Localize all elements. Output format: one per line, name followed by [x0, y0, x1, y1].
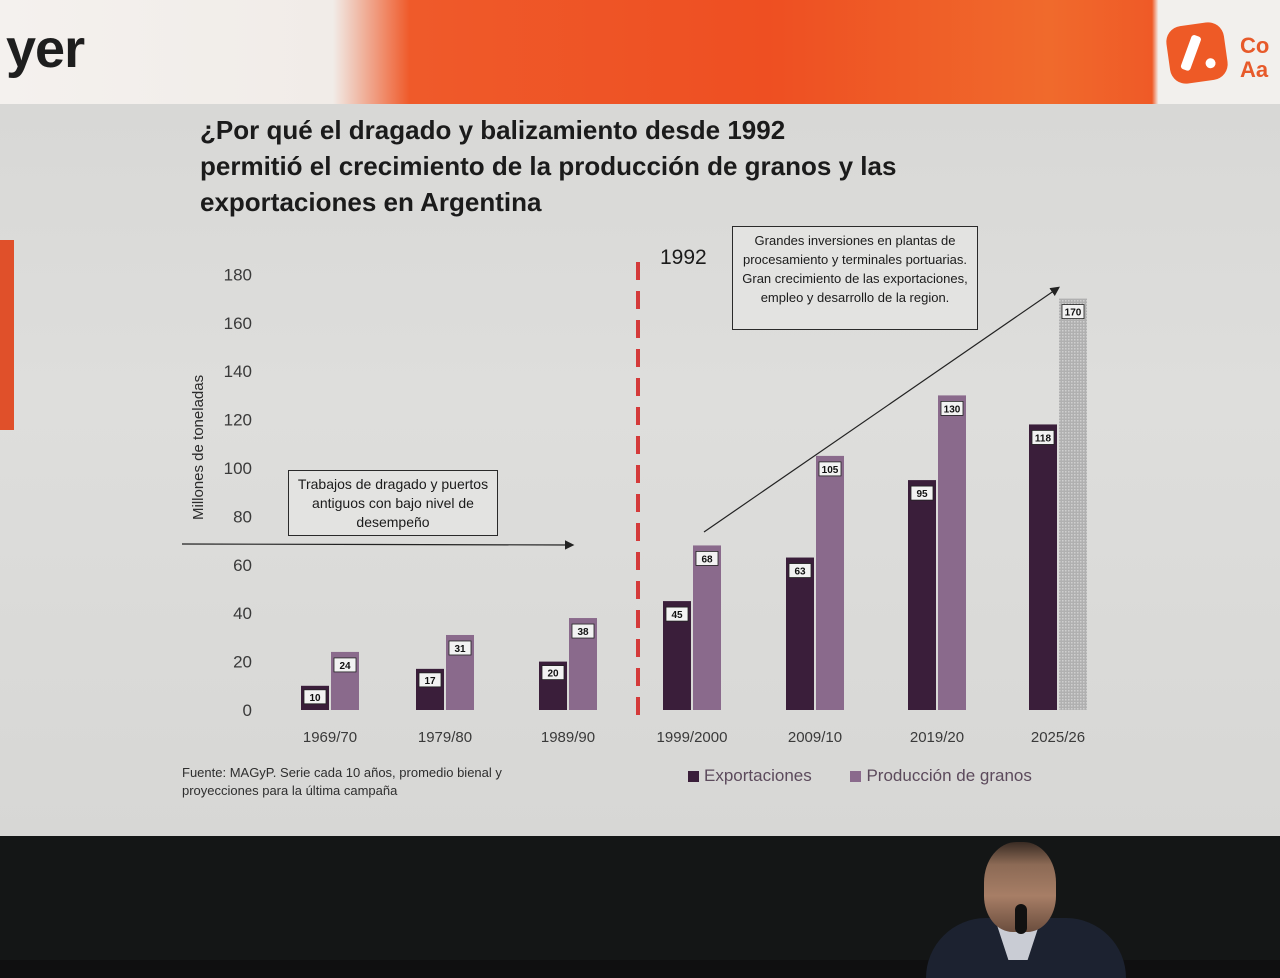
y-tick-label: 80 [233, 507, 252, 526]
data-label-box [788, 563, 812, 578]
data-label: 95 [916, 489, 928, 500]
legend-swatch-exports [688, 770, 699, 782]
header-partial-word: yer [6, 19, 85, 79]
x-tick-label: 1979/80 [418, 729, 472, 746]
data-label: 118 [1035, 433, 1052, 444]
left-period-arrow [181, 540, 575, 550]
data-label-box [695, 551, 719, 566]
data-label: 10 [309, 693, 321, 704]
x-axis-ticks: 1969/70 1979/80 1989/90 1999/2000 2009/10 201… [303, 729, 1085, 746]
data-label: 45 [671, 610, 683, 621]
bar-production [816, 455, 844, 710]
data-label-box [571, 623, 595, 639]
data-label-box [1061, 304, 1085, 320]
data-label-box [665, 606, 689, 622]
data-label-box [448, 640, 472, 656]
x-tick-label: 1989/90 [541, 729, 595, 746]
callout-left: Trabajos de dragado y puertos antiguos c… [288, 470, 498, 536]
x-tick-label: 1969/70 [303, 729, 357, 746]
source-note: Fuente: MAGyP. Serie cada 10 años, prome… [182, 765, 502, 798]
y-tick-label: 120 [224, 411, 252, 430]
y-tick-label: 20 [233, 653, 252, 672]
data-label: 20 [547, 669, 559, 680]
legend-item-production: Producción de granos [850, 766, 1032, 786]
data-label-box [303, 689, 327, 705]
data-label-box [541, 665, 565, 680]
bar-chart: 0 20 40 60 80 100 120 140 160 180 Millones de ton… [181, 246, 1087, 746]
x-tick-label: 2009/10 [788, 729, 842, 746]
y-tick-label: 100 [224, 459, 252, 478]
bar-production [693, 545, 721, 710]
bar-exports [786, 557, 814, 710]
data-label: 24 [339, 661, 351, 672]
legend-label-exports: Exportaciones [704, 766, 812, 785]
chart-legend: Exportaciones Producción de granos [688, 766, 1066, 787]
marker-label: 1992 [660, 246, 707, 269]
growth-arrow [703, 286, 1060, 533]
y-axis-label: Millones de toneladas [190, 375, 207, 520]
slide-title-line-1: ¿Por qué el dragado y balizamiento desde… [200, 115, 786, 145]
bar-exports [908, 480, 936, 710]
bar-production [1059, 298, 1087, 710]
data-label: 170 [1065, 308, 1082, 319]
x-tick-label: 2025/26 [1031, 729, 1085, 746]
microphone-icon [1015, 904, 1027, 934]
x-tick-label: 2019/20 [910, 729, 964, 746]
callout-right: Grandes inversiones en plantas de proces… [732, 226, 978, 330]
y-tick-label: 40 [233, 604, 252, 623]
data-label-box [1031, 430, 1055, 445]
data-label: 63 [794, 567, 806, 578]
bars-group: 10 24 17 31 20 38 45 68 63 105 95 130 118 170 [301, 298, 1087, 710]
data-label: 105 [822, 465, 839, 476]
x-tick-label: 1999/2000 [657, 729, 728, 746]
data-label-box [910, 485, 934, 501]
left-edge-accent [0, 240, 14, 430]
legend-label-production: Producción de granos [866, 766, 1032, 785]
data-label-box [418, 672, 442, 688]
bar-production [938, 395, 966, 710]
y-tick-label: 140 [224, 362, 252, 381]
bar-exports [1029, 424, 1057, 710]
data-label-box [940, 400, 964, 416]
y-tick-label: 0 [243, 701, 252, 720]
y-tick-label: 180 [224, 265, 252, 284]
brand-logo-text: Co Aa [1240, 34, 1269, 82]
slide-title-line-3: exportaciones en Argentina [200, 187, 542, 217]
y-tick-label: 160 [224, 314, 252, 333]
legend-swatch-production [850, 770, 862, 782]
legend-item-exports: Exportaciones [688, 766, 812, 786]
data-label: 17 [424, 676, 436, 687]
slide-title-line-2: permitió el crecimiento de la producción… [200, 151, 897, 181]
data-label-box [333, 657, 357, 673]
y-tick-label: 60 [233, 556, 252, 575]
data-label-box [818, 461, 842, 477]
data-label: 31 [454, 644, 466, 655]
y-axis: 0 20 40 60 80 100 120 140 160 180 [224, 265, 252, 720]
data-label: 68 [701, 554, 713, 565]
data-label: 130 [944, 404, 961, 415]
data-label: 38 [577, 627, 589, 638]
brand-logo-line-1: Co [1240, 33, 1270, 58]
slide-title: ¿Por qué el dragado y balizamiento desde… [200, 112, 960, 220]
brand-logo-line-2: Aa [1240, 57, 1269, 82]
slide-header-banner: yer Co Aa [0, 0, 1280, 110]
